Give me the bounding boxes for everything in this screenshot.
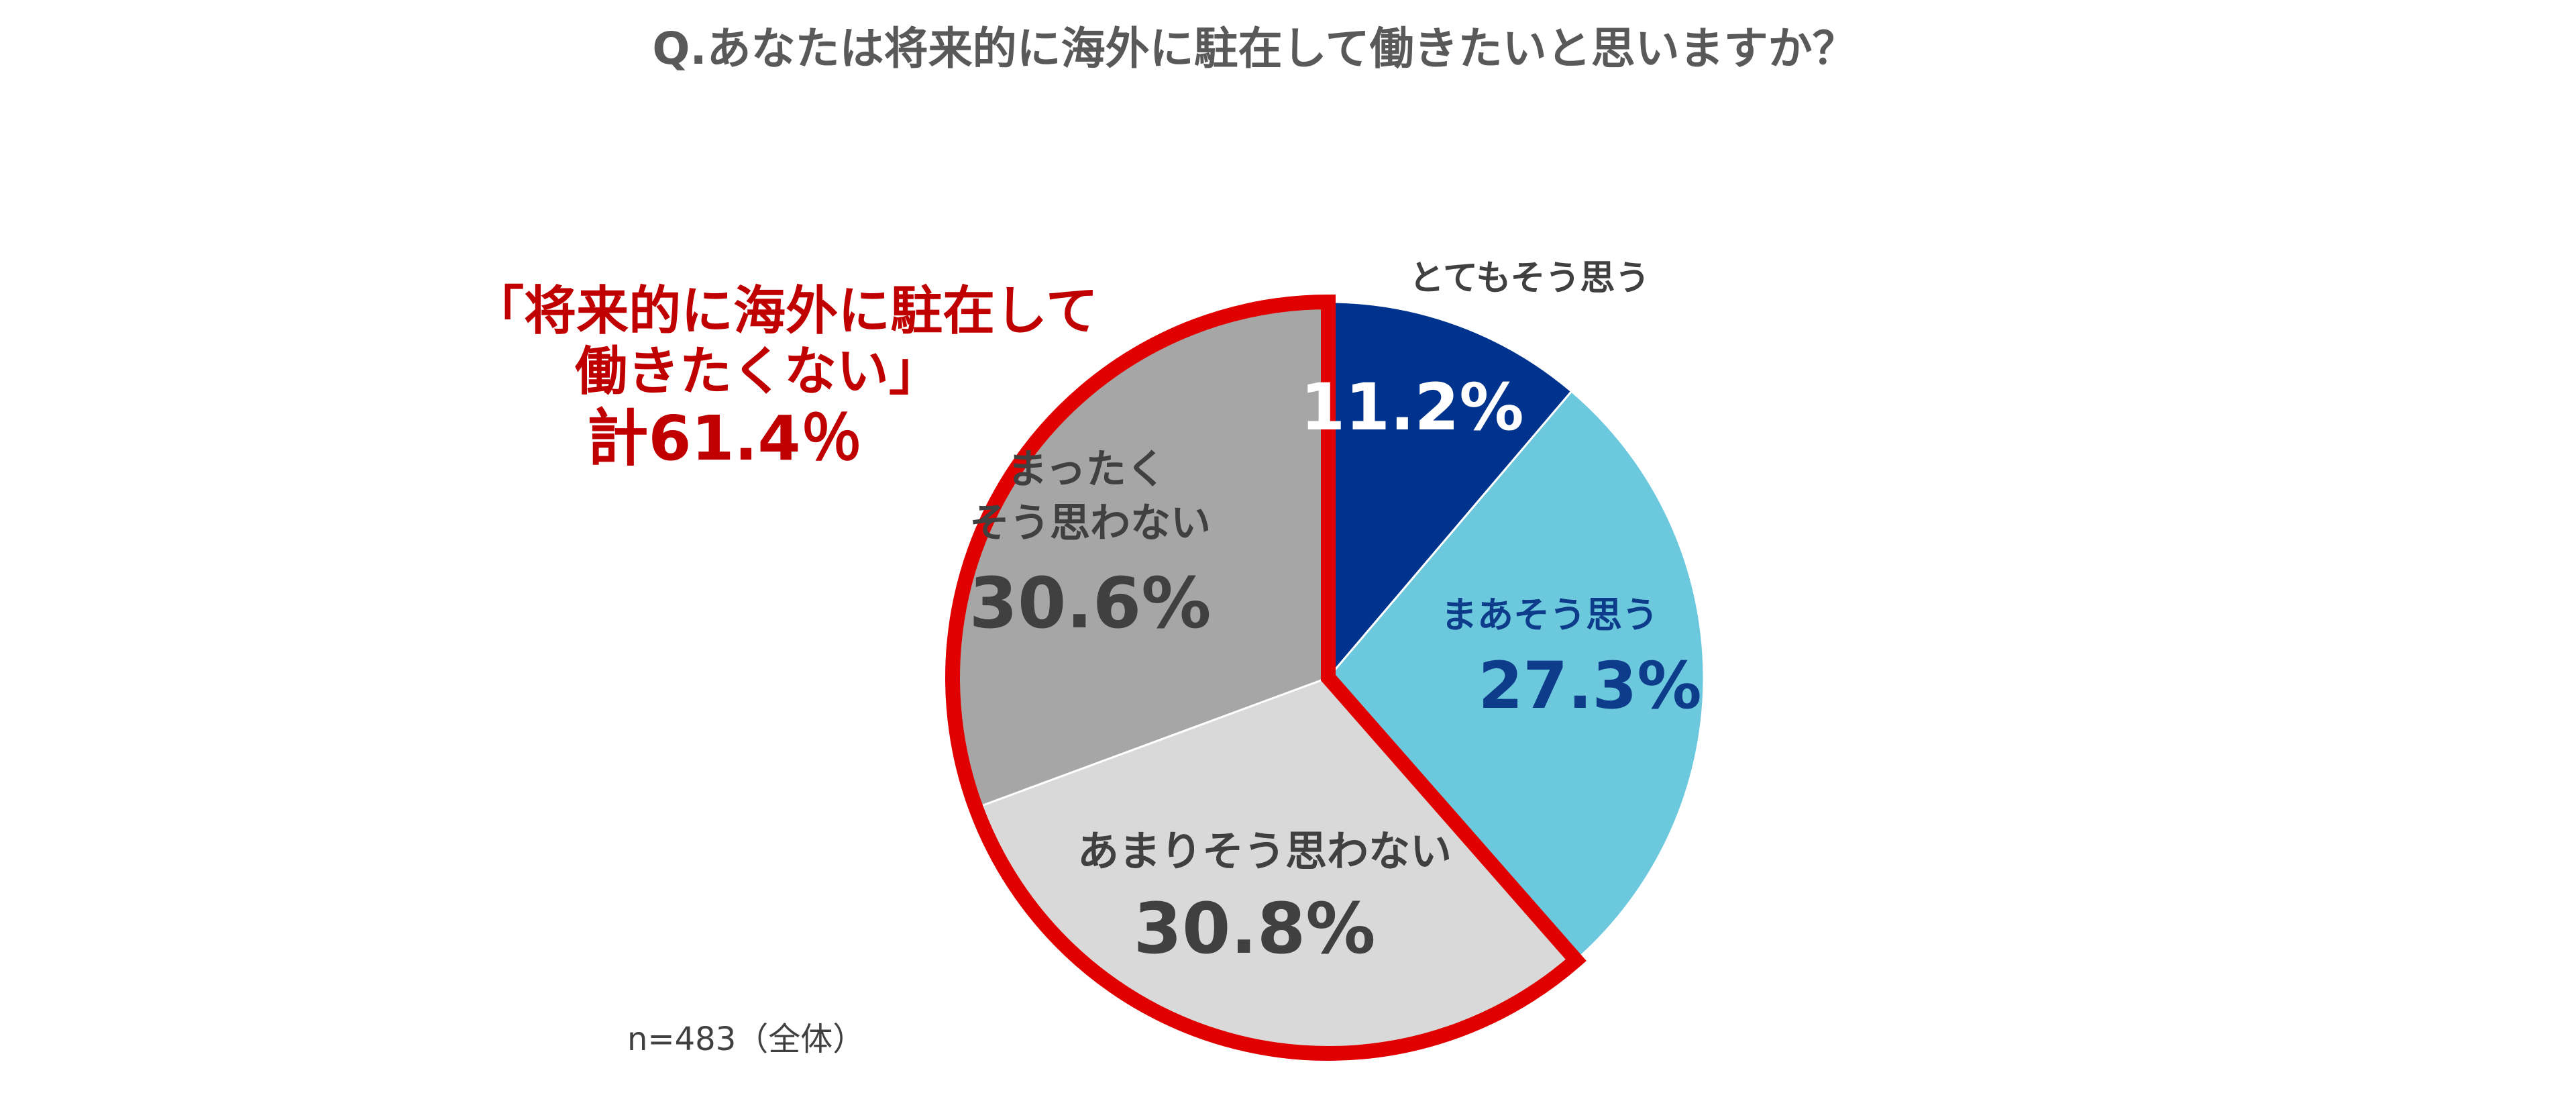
slice-value-2: 27.3%	[1478, 648, 1701, 723]
pie-slice-2	[1327, 390, 1705, 962]
chart-title: Q.あなたは将来的に海外に駐在して働きたいと思いますか？	[652, 23, 1856, 74]
slice-value-1: 11.2%	[1300, 370, 1523, 445]
sample-size-note: n=483（全体）	[627, 1021, 865, 1058]
slice-label-1: とてもそう思う	[1409, 258, 1650, 299]
slice-label-4-line-2: そう思わない	[969, 500, 1211, 547]
highlight-callout: 「将来的に海外に駐在して 働きたくない」 計61.4％	[472, 281, 1098, 474]
highlight-outline	[945, 294, 1587, 1061]
highlight-line-1: 「将来的に海外に駐在して	[472, 281, 1098, 342]
slice-label-2: まあそう思う	[1441, 594, 1658, 636]
pie-slice-1	[1327, 301, 1573, 681]
highlight-total: 計61.4％	[587, 403, 863, 474]
slice-labels: とてもそう思う 11.2% まあそう思う 27.3% あまりそう思わない 30.8% まった…	[969, 258, 1702, 970]
slice-value-4: 30.6%	[969, 562, 1212, 644]
slice-value-3: 30.8%	[1134, 888, 1376, 970]
highlight-line-2: 働きたくない」	[575, 342, 941, 402]
pie-slices	[951, 301, 1705, 1055]
slice-label-4: まったく	[1007, 446, 1167, 493]
slice-label-3: あまりそう思わない	[1077, 827, 1452, 876]
